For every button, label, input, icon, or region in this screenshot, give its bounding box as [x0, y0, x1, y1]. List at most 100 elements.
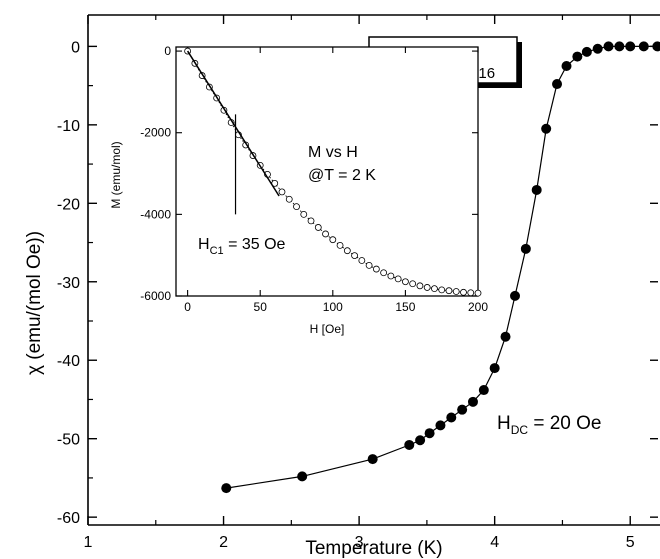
linear-fit-line — [186, 50, 280, 197]
data-point — [457, 404, 468, 415]
data-point — [297, 471, 308, 482]
x-axis-label: Temperature (K) — [305, 538, 442, 559]
field-subscript: DC — [511, 423, 529, 437]
inset-data-point — [358, 257, 366, 264]
y-tick-label: -40 — [57, 353, 80, 370]
field-symbol: H — [497, 413, 511, 434]
inset-data-point — [438, 286, 446, 294]
hc1-symbol: H — [198, 236, 210, 253]
inset-data-point — [431, 285, 438, 293]
inset-x-tick-label: 150 — [395, 300, 415, 314]
inset-plot: 0 50 100 150 200 0 -2000 -4000 -6000 H [Oe] M (e… — [109, 44, 488, 336]
data-point — [500, 331, 511, 342]
inset-data-point — [423, 284, 431, 291]
main-series-chi — [221, 41, 660, 494]
main-plot-frame — [87, 14, 660, 526]
inset-data-point — [452, 288, 460, 295]
inset-background — [176, 47, 478, 296]
inset-y-tick-label: -6000 — [140, 289, 171, 303]
inset-x-tick-label: 50 — [254, 300, 268, 314]
data-point — [367, 454, 378, 465]
inset-data-point — [467, 289, 475, 297]
inset-data-point — [300, 210, 308, 218]
data-point — [435, 420, 446, 431]
inset-data-point — [343, 247, 351, 255]
data-point — [603, 41, 614, 52]
data-point — [478, 385, 489, 396]
y-axis-label: χ (emu/(mol Oe)) — [24, 231, 45, 375]
data-point — [510, 290, 520, 301]
inset-title-line-2: @T = 2 K — [308, 167, 376, 184]
inset-data-point — [409, 280, 417, 288]
inset-y-tick-label: -4000 — [140, 207, 171, 221]
data-point — [415, 435, 426, 446]
data-point — [552, 79, 563, 90]
inset-data-point — [351, 252, 358, 259]
data-point — [572, 51, 583, 62]
inset-y-axis-label: M (emu/mol) — [109, 141, 123, 208]
data-point — [541, 123, 552, 134]
inset-data-point — [322, 230, 329, 238]
data-point — [467, 396, 478, 407]
inset-data-point — [278, 188, 286, 196]
inset-data-point — [445, 287, 453, 295]
y-tick-label: 0 — [71, 39, 80, 56]
data-point — [592, 43, 603, 54]
y-tick-label: -60 — [57, 510, 80, 527]
inset-guide-lines — [186, 50, 280, 215]
y-tick-label: -30 — [57, 275, 80, 292]
inset-data-point — [365, 261, 373, 269]
y-tick-label: -20 — [57, 196, 80, 213]
x-tick-label: 3 — [355, 534, 364, 551]
inset-data-point — [372, 265, 380, 273]
hc1-subscript: C1 — [210, 245, 224, 257]
inset-data-point — [285, 195, 293, 203]
field-value: = 20 Oe — [528, 413, 601, 434]
inset-data-point — [314, 224, 322, 231]
inset-data-point — [387, 272, 395, 280]
inset-data-point — [380, 269, 388, 277]
inset-data-point — [416, 282, 424, 290]
data-point — [424, 428, 435, 439]
x-tick-label: 1 — [84, 534, 93, 551]
data-point — [520, 243, 531, 254]
field-annotation: HDC = 20 Oe — [497, 413, 602, 437]
x-tick-label: 4 — [490, 534, 499, 551]
hc1-value: = 35 Oe — [224, 236, 286, 253]
data-point — [446, 412, 457, 423]
inset-border — [175, 46, 479, 297]
data-point — [561, 61, 572, 71]
hc1-annotation: HC1 = 35 Oe — [198, 236, 286, 257]
inset-data-point — [402, 278, 409, 286]
x-tick-label: 5 — [626, 534, 635, 551]
inset-title-line-1: M vs H — [308, 144, 358, 161]
data-point — [625, 41, 636, 52]
x-tick-label: 2 — [219, 534, 228, 551]
data-point — [614, 41, 625, 52]
inset-data-point — [394, 275, 402, 283]
inset-y-tick-label: -2000 — [140, 126, 171, 140]
inset-x-tick-label: 200 — [468, 300, 488, 314]
inset-plot-frame — [175, 46, 479, 297]
main-axis-ticks: 1 2 3 4 50-10-20-30-40-50-60 — [57, 15, 658, 551]
inset-data-point — [307, 217, 315, 225]
data-point — [638, 41, 649, 52]
y-tick-label: -50 — [57, 432, 80, 449]
inset-x-tick-label: 100 — [323, 300, 343, 314]
inset-data-point — [329, 236, 337, 244]
data-point — [531, 184, 542, 195]
formula-subscript-3: 16 — [478, 65, 495, 82]
data-point — [489, 363, 500, 374]
inset-x-axis-label: H [Oe] — [310, 322, 345, 336]
inset-data-point — [293, 203, 300, 211]
data-point — [581, 46, 592, 57]
data-point — [404, 439, 415, 450]
inset-data-point — [474, 289, 482, 297]
inset-y-tick-label: 0 — [164, 44, 171, 58]
inset-data-point — [336, 241, 344, 249]
data-point — [221, 483, 232, 494]
inset-x-tick-label: 0 — [184, 300, 191, 314]
y-tick-label: -10 — [57, 118, 80, 135]
inset-data-point — [460, 288, 467, 296]
